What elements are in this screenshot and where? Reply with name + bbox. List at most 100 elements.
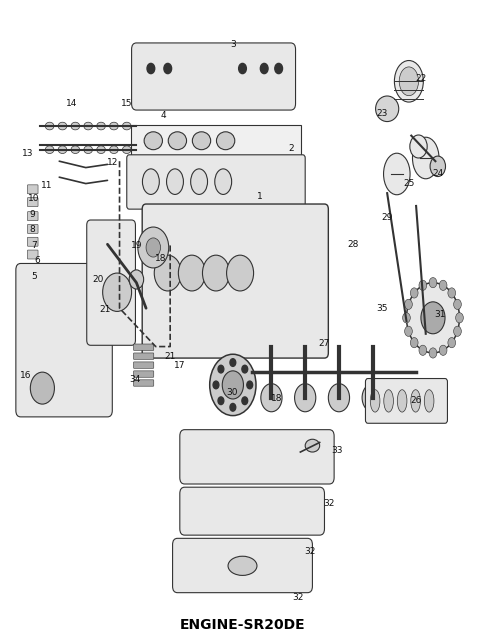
Text: 33: 33 — [330, 446, 342, 455]
Ellipse shape — [216, 132, 234, 150]
Circle shape — [428, 348, 436, 358]
Circle shape — [218, 397, 223, 404]
FancyBboxPatch shape — [126, 155, 304, 209]
Ellipse shape — [96, 122, 105, 130]
FancyBboxPatch shape — [28, 250, 38, 259]
Text: 20: 20 — [92, 275, 103, 284]
Ellipse shape — [71, 146, 79, 153]
Text: 17: 17 — [174, 361, 185, 370]
Ellipse shape — [214, 169, 231, 195]
Circle shape — [164, 64, 171, 74]
FancyBboxPatch shape — [130, 125, 301, 156]
Circle shape — [147, 64, 154, 74]
Ellipse shape — [109, 122, 118, 130]
FancyBboxPatch shape — [133, 380, 153, 386]
Text: 13: 13 — [22, 149, 33, 158]
Text: 2: 2 — [287, 144, 293, 153]
Ellipse shape — [369, 390, 379, 412]
Ellipse shape — [45, 146, 54, 153]
Ellipse shape — [58, 122, 67, 130]
Ellipse shape — [383, 390, 393, 412]
Ellipse shape — [411, 137, 438, 178]
Text: 34: 34 — [130, 376, 141, 385]
Circle shape — [242, 365, 247, 373]
FancyBboxPatch shape — [28, 198, 38, 207]
Circle shape — [406, 282, 458, 353]
Circle shape — [418, 345, 426, 356]
Circle shape — [404, 299, 411, 309]
Ellipse shape — [398, 67, 418, 96]
Ellipse shape — [96, 146, 105, 153]
Circle shape — [362, 384, 382, 412]
FancyBboxPatch shape — [180, 487, 324, 535]
FancyBboxPatch shape — [142, 204, 328, 358]
Text: 35: 35 — [376, 304, 387, 313]
Ellipse shape — [393, 60, 423, 102]
Circle shape — [409, 338, 417, 348]
Circle shape — [146, 238, 160, 257]
Circle shape — [274, 64, 282, 74]
Ellipse shape — [375, 96, 398, 121]
Ellipse shape — [190, 169, 207, 195]
Text: 9: 9 — [30, 210, 35, 219]
Text: ENGINE-SR20DE: ENGINE-SR20DE — [179, 618, 305, 632]
Text: 27: 27 — [318, 339, 330, 348]
FancyBboxPatch shape — [365, 379, 447, 423]
Circle shape — [453, 299, 460, 309]
Circle shape — [402, 313, 409, 323]
Circle shape — [222, 371, 243, 399]
Ellipse shape — [144, 132, 162, 150]
Text: 18: 18 — [154, 254, 166, 263]
Text: 18: 18 — [270, 394, 281, 403]
Circle shape — [218, 365, 223, 373]
Circle shape — [212, 381, 218, 389]
Circle shape — [229, 359, 235, 367]
Text: 24: 24 — [431, 169, 442, 178]
Text: 11: 11 — [41, 181, 53, 190]
FancyBboxPatch shape — [87, 220, 135, 345]
Ellipse shape — [396, 390, 406, 412]
Ellipse shape — [84, 146, 92, 153]
Text: 14: 14 — [65, 99, 77, 108]
Circle shape — [260, 384, 282, 412]
Text: 31: 31 — [434, 310, 445, 319]
Text: 29: 29 — [381, 213, 392, 222]
Text: 4: 4 — [160, 110, 166, 119]
FancyBboxPatch shape — [133, 362, 153, 369]
Circle shape — [428, 277, 436, 288]
Ellipse shape — [227, 556, 257, 575]
Circle shape — [202, 255, 229, 291]
Ellipse shape — [109, 146, 118, 153]
FancyBboxPatch shape — [16, 263, 112, 417]
FancyBboxPatch shape — [28, 238, 38, 247]
Text: 22: 22 — [414, 74, 425, 83]
Circle shape — [226, 255, 253, 291]
FancyBboxPatch shape — [133, 353, 153, 360]
Text: 32: 32 — [292, 593, 303, 602]
Text: 21: 21 — [164, 352, 176, 361]
FancyBboxPatch shape — [28, 225, 38, 234]
Ellipse shape — [192, 132, 210, 150]
Ellipse shape — [45, 122, 54, 130]
FancyBboxPatch shape — [133, 371, 153, 377]
Ellipse shape — [166, 169, 183, 195]
FancyBboxPatch shape — [28, 185, 38, 194]
Ellipse shape — [122, 146, 131, 153]
Circle shape — [420, 302, 444, 334]
Text: 5: 5 — [31, 272, 37, 281]
Text: 15: 15 — [121, 99, 132, 108]
Circle shape — [246, 381, 252, 389]
Ellipse shape — [84, 122, 92, 130]
Circle shape — [447, 338, 454, 348]
Text: 26: 26 — [409, 396, 421, 405]
Circle shape — [328, 384, 349, 412]
Text: 3: 3 — [229, 40, 235, 49]
Ellipse shape — [142, 169, 159, 195]
Circle shape — [418, 280, 426, 290]
Text: 1: 1 — [256, 192, 262, 201]
Circle shape — [439, 345, 446, 356]
Circle shape — [154, 255, 181, 291]
Circle shape — [229, 403, 235, 411]
Ellipse shape — [383, 153, 409, 195]
Ellipse shape — [58, 146, 67, 153]
